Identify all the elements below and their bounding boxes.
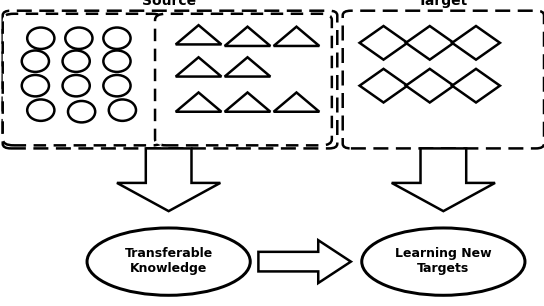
Polygon shape: [176, 57, 221, 76]
Text: Transferable
Knowledge: Transferable Knowledge: [125, 247, 213, 275]
Ellipse shape: [63, 75, 90, 96]
Polygon shape: [452, 69, 500, 103]
Ellipse shape: [27, 28, 54, 49]
Polygon shape: [406, 69, 454, 103]
FancyBboxPatch shape: [343, 11, 544, 148]
Text: Source: Source: [141, 0, 196, 8]
Ellipse shape: [27, 99, 54, 121]
Ellipse shape: [22, 50, 49, 72]
Ellipse shape: [103, 28, 131, 49]
Polygon shape: [274, 27, 319, 46]
Ellipse shape: [87, 228, 250, 295]
FancyBboxPatch shape: [155, 14, 332, 145]
Text: Target: Target: [418, 0, 468, 8]
FancyBboxPatch shape: [3, 14, 163, 145]
Ellipse shape: [65, 28, 92, 49]
Polygon shape: [225, 92, 270, 112]
Ellipse shape: [362, 228, 525, 295]
Polygon shape: [360, 69, 407, 103]
Ellipse shape: [22, 75, 49, 96]
Polygon shape: [225, 27, 270, 46]
Polygon shape: [176, 92, 221, 112]
Polygon shape: [392, 148, 495, 211]
Polygon shape: [176, 25, 221, 44]
FancyBboxPatch shape: [3, 11, 337, 148]
Ellipse shape: [63, 50, 90, 72]
Polygon shape: [274, 92, 319, 112]
Polygon shape: [360, 26, 407, 60]
Polygon shape: [117, 148, 220, 211]
Ellipse shape: [109, 99, 136, 121]
Polygon shape: [258, 240, 351, 283]
Polygon shape: [406, 26, 454, 60]
Ellipse shape: [68, 101, 95, 122]
Ellipse shape: [103, 75, 131, 96]
Polygon shape: [452, 26, 500, 60]
Polygon shape: [225, 57, 270, 76]
Ellipse shape: [103, 50, 131, 72]
Text: Learning New
Targets: Learning New Targets: [395, 247, 492, 275]
